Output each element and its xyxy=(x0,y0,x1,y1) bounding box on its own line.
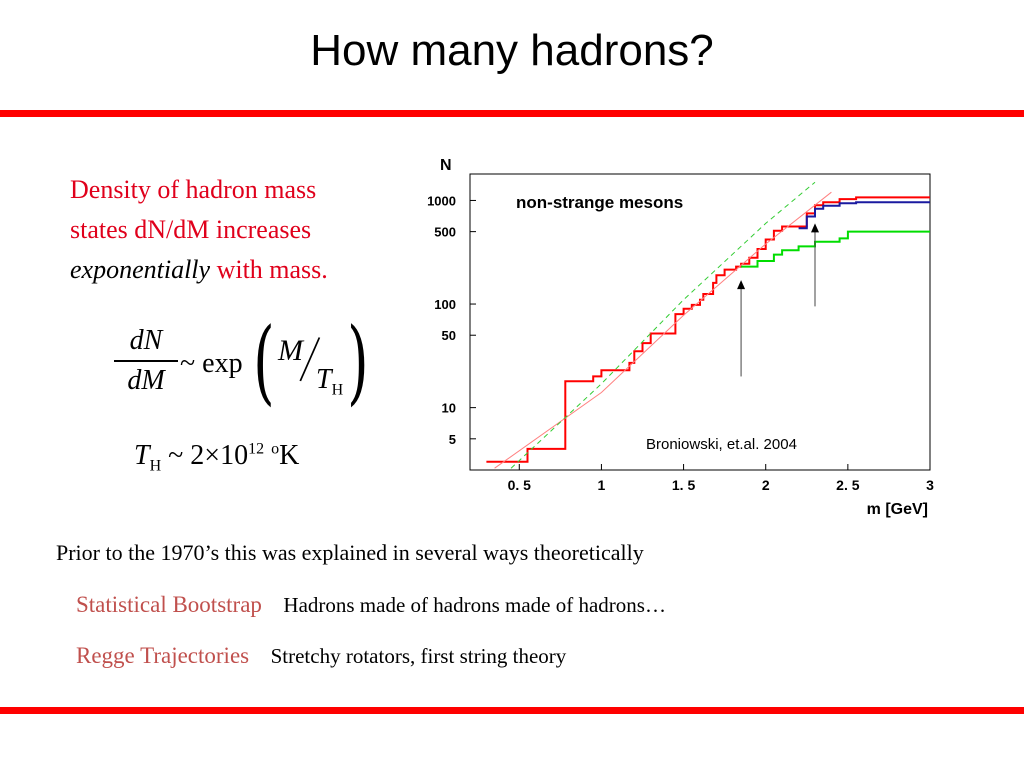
intro-tail: with mass. xyxy=(216,255,328,284)
explanation-regge-trajectories: Regge Trajectories Stretchy rotators, fi… xyxy=(76,643,566,669)
y-tick-label: 100 xyxy=(434,297,456,312)
top-red-rule xyxy=(0,110,1024,117)
explanation-desc: Hadrons made of hadrons made of hadrons… xyxy=(283,593,666,617)
explanation-term: Statistical Bootstrap xyxy=(76,592,262,617)
formula-t-sub: H xyxy=(331,381,344,399)
y-axis-label: N xyxy=(440,157,452,174)
series-line-3 xyxy=(494,191,832,469)
intro-line-1: Density of hadron mass xyxy=(70,175,317,204)
series-line-0 xyxy=(486,196,930,463)
formula-t: T xyxy=(316,364,332,395)
density-formula: dN dM ~ exp ( M / TH ) xyxy=(100,312,430,422)
temperature-t-sub: H xyxy=(149,457,162,475)
intro-line-2: states dN/dM increases xyxy=(70,215,312,244)
temperature-t: T xyxy=(134,440,150,471)
y-tick-label: 50 xyxy=(442,328,456,343)
y-tick-label: 10 xyxy=(442,401,456,416)
intro-text: Density of hadron mass states dN/dM incr… xyxy=(70,170,430,290)
slide-title: How many hadrons? xyxy=(310,26,714,75)
explanation-desc: Stretchy rotators, first string theory xyxy=(270,644,567,668)
x-tick-label: 2 xyxy=(762,477,770,493)
formula-mass: M xyxy=(278,334,303,367)
temperature-exp: 12 xyxy=(248,440,265,458)
chart-annotation: Broniowski, et.al. 2004 xyxy=(646,436,797,453)
explanation-statistical-bootstrap: Statistical Bootstrap Hadrons made of ha… xyxy=(76,592,666,618)
x-tick-label: 1. 5 xyxy=(672,477,696,493)
x-axis-label: m [GeV] xyxy=(867,501,928,518)
formula-denominator: dM xyxy=(127,365,165,396)
formula-fraction-bar xyxy=(114,360,178,362)
plot-frame xyxy=(469,173,931,471)
formula-numerator: dN xyxy=(129,325,163,356)
y-tick-label: 1000 xyxy=(427,193,456,208)
temperature-expr: ~ 2×10 xyxy=(168,440,249,471)
formula-fraction: dN dM xyxy=(114,324,178,398)
series-line-2 xyxy=(741,230,930,268)
temperature-deg: o xyxy=(271,440,280,458)
annotation-arrowhead-0 xyxy=(737,280,746,290)
x-tick-label: 1 xyxy=(598,477,606,493)
hagedorn-temperature: TH ~ 2×1012 oK xyxy=(134,440,299,476)
formula-right-paren: ) xyxy=(347,308,369,415)
series-line-4 xyxy=(510,181,816,469)
temperature-unit: K xyxy=(279,440,300,471)
annotation-arrowhead-1 xyxy=(811,223,819,233)
y-tick-label: 500 xyxy=(434,225,456,240)
chart-title: non-strange mesons xyxy=(516,193,683,212)
intro-emphasis: exponentially xyxy=(70,255,211,284)
x-tick-label: 0. 5 xyxy=(508,477,532,493)
explanations-intro: Prior to the 1970’s this was explained i… xyxy=(56,540,644,565)
bottom-red-rule xyxy=(0,707,1024,714)
hadron-mass-chart: 0. 5 1 1. 5 2 2. 5 3 5 10 50 100 500 1000 N m [GeV]… xyxy=(427,157,934,518)
x-tick-label: 3 xyxy=(926,477,934,493)
formula-tilde-exp: ~ exp xyxy=(180,348,243,379)
formula-left-paren: ( xyxy=(253,308,275,415)
y-tick-label: 5 xyxy=(449,432,456,447)
series-line-1 xyxy=(798,201,930,230)
explanation-term: Regge Trajectories xyxy=(76,643,250,668)
formula-temperature: TH xyxy=(316,364,343,400)
x-tick-label: 2. 5 xyxy=(836,477,860,493)
